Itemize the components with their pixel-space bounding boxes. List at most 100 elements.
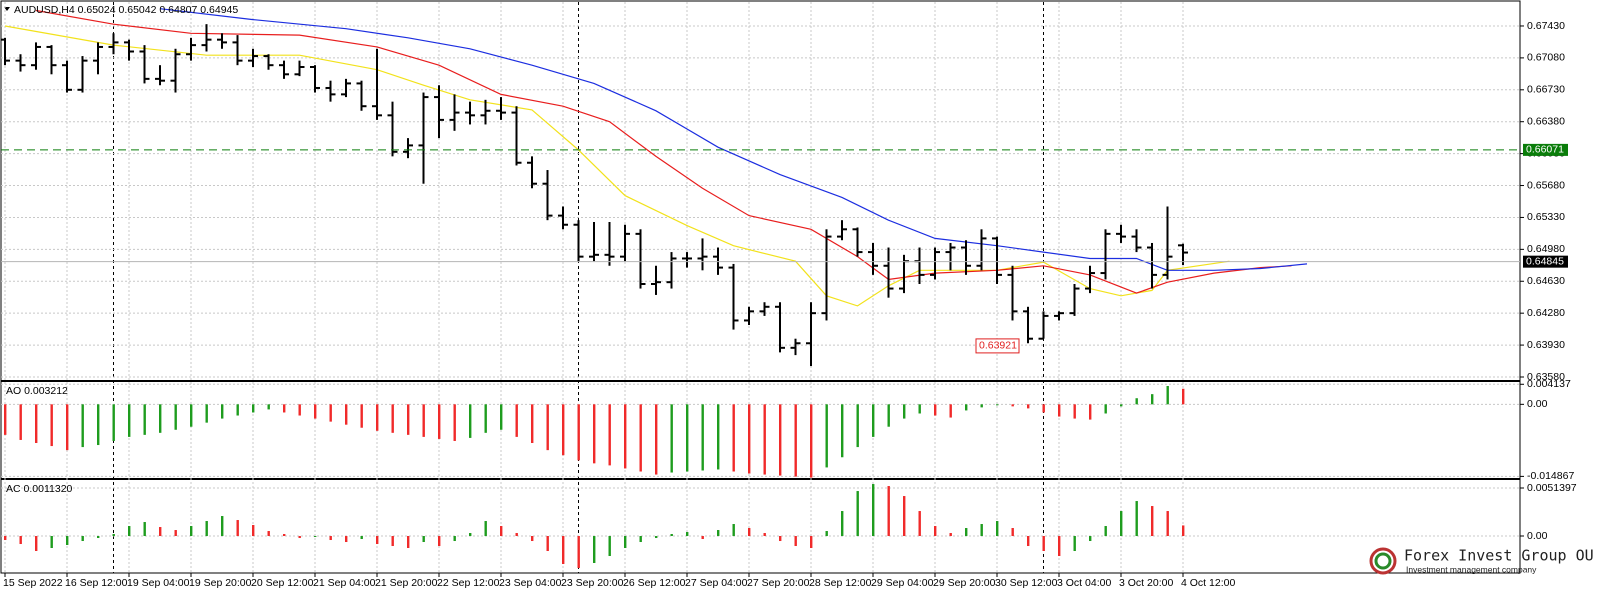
histogram-bar [19, 536, 22, 545]
histogram-bar [112, 404, 115, 441]
histogram-bar [221, 516, 224, 537]
histogram-bar [422, 536, 425, 543]
histogram-bar [1011, 404, 1014, 407]
low-marker-box [975, 338, 1020, 354]
y-tick-label: 0.67430 [1527, 20, 1565, 32]
histogram-bar [531, 536, 534, 542]
histogram-bar [205, 404, 208, 423]
histogram-bar [593, 404, 596, 464]
histogram-bar [748, 528, 751, 537]
logo-icon [1369, 547, 1397, 575]
histogram-bar [639, 404, 642, 472]
histogram-bar [205, 521, 208, 537]
histogram-bar [1135, 501, 1138, 537]
histogram-bar [872, 484, 875, 537]
histogram-bar [748, 404, 751, 474]
histogram-bar [779, 536, 782, 542]
moving-average [159, 8, 1308, 271]
y-tick-label: 0.64630 [1527, 275, 1565, 287]
histogram-bar [624, 536, 627, 549]
histogram-bar [97, 536, 100, 539]
histogram-bar [469, 404, 472, 438]
histogram-bar [407, 404, 410, 435]
histogram-bar [360, 536, 363, 540]
histogram-bar [329, 536, 332, 541]
histogram-bar [469, 533, 472, 537]
histogram-bar [97, 404, 100, 446]
header-open: 0.65024 [78, 4, 116, 16]
histogram-bar [19, 404, 22, 440]
moving-average [35, 9, 1292, 294]
histogram-bar [1089, 404, 1092, 420]
histogram-bar [856, 404, 859, 448]
level-box [1523, 143, 1568, 156]
histogram-bar [1120, 511, 1123, 537]
x-tick-label: 23 Sep 04:00 [499, 577, 562, 589]
x-tick-label: 28 Sep 12:00 [809, 577, 872, 589]
histogram-bar [1058, 404, 1061, 417]
x-tick-label: 19 Sep 20:00 [189, 577, 252, 589]
histogram-bar [1151, 394, 1154, 405]
x-tick-label: 29 Sep 04:00 [871, 577, 934, 589]
histogram-bar [903, 496, 906, 537]
histogram-bar [252, 525, 255, 537]
histogram-bar [221, 404, 224, 419]
histogram-bar [484, 404, 487, 433]
histogram-bar [810, 536, 813, 549]
histogram-bar [779, 404, 782, 476]
histogram-bar [980, 524, 983, 537]
histogram-bar [50, 404, 53, 447]
histogram-bar [934, 404, 937, 416]
histogram-bar [701, 404, 704, 471]
histogram-bar [4, 404, 7, 435]
histogram-bar [453, 404, 456, 441]
indicator-value: 0.0011320 [24, 483, 73, 495]
histogram-bar [1027, 404, 1030, 409]
logo-name: Forex Invest Group OU [1404, 547, 1594, 565]
histogram-bar [1104, 404, 1107, 414]
histogram-bar [624, 404, 627, 469]
histogram-bar [407, 536, 410, 549]
x-tick-label: 22 Sep 12:00 [437, 577, 500, 589]
histogram-bar [655, 536, 658, 539]
histogram-bar [500, 526, 503, 537]
histogram-bar [546, 536, 549, 552]
histogram-bar [360, 404, 363, 428]
histogram-bar [980, 404, 983, 408]
y-tick-label: 0.64980 [1527, 243, 1565, 255]
histogram-bar [66, 404, 69, 451]
histogram-bar [639, 536, 642, 543]
histogram-bar [391, 404, 394, 433]
indicator-name: AC [6, 483, 21, 495]
histogram-bar [190, 526, 193, 537]
header-low: 0.64807 [159, 4, 197, 16]
x-tick-label: 3 Oct 20:00 [1119, 577, 1173, 589]
y-tick-label: 0.65680 [1527, 179, 1565, 191]
histogram-bar [236, 520, 239, 537]
histogram-bar [50, 536, 53, 549]
y-tick-label: 0.66730 [1527, 84, 1565, 96]
y-tick-label: 0.64280 [1527, 307, 1565, 319]
x-tick-label: 30 Sep 12:00 [995, 577, 1058, 589]
y-tick-label: 0.0051397 [1527, 482, 1577, 494]
histogram-bar [515, 533, 518, 537]
histogram-bar [1027, 536, 1030, 547]
histogram-bar [1073, 404, 1076, 419]
histogram-bar [1104, 526, 1107, 537]
histogram-bar [1166, 386, 1169, 405]
histogram-bar [174, 404, 177, 430]
histogram-bar [996, 404, 999, 406]
histogram-bar [717, 530, 720, 537]
histogram-bar [825, 531, 828, 537]
header-close: 0.64945 [200, 4, 238, 16]
histogram-bar [872, 404, 875, 437]
low-marker-label: 0.63921 [979, 340, 1017, 352]
histogram-bar [1042, 404, 1045, 413]
y-tick-label: 0.63580 [1527, 371, 1565, 383]
histogram-bar [841, 511, 844, 537]
histogram-bar [376, 536, 379, 545]
histogram-bar [1089, 536, 1092, 542]
histogram-bar [794, 404, 797, 477]
histogram-bar [670, 534, 673, 537]
